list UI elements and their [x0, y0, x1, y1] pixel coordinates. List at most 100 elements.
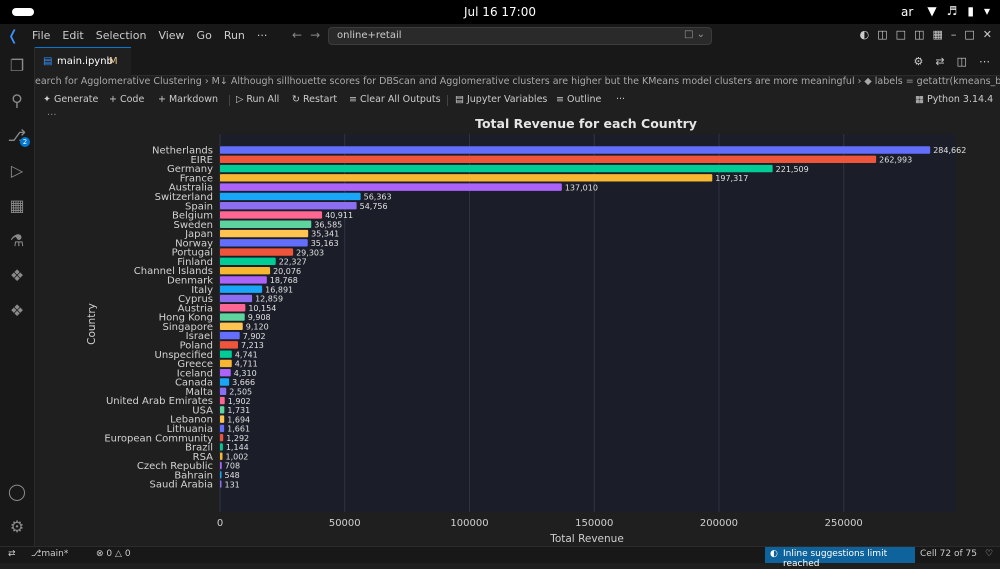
system-tray[interactable]: ▼ ♬ ▮ ▾ [927, 4, 990, 18]
run-debug-icon[interactable]: ▷ [10, 161, 24, 180]
search-icon[interactable]: ⚲ [11, 91, 23, 110]
toggle-secondary-sidebar-icon[interactable]: ◫ [914, 28, 925, 41]
cell-position[interactable]: Cell 72 of 75 [920, 549, 977, 559]
copilot-chat-icon[interactable]: □ ⌄ [683, 29, 705, 40]
bar[interactable] [220, 211, 323, 219]
generate-button[interactable]: ✦ Generate [43, 94, 98, 105]
breadcrumb[interactable]: earch for Agglomerative Clustering › M↓ … [35, 76, 1000, 87]
bar[interactable] [220, 322, 243, 331]
bar[interactable] [220, 276, 267, 284]
menu-run[interactable]: Run [223, 29, 245, 42]
bar[interactable] [220, 192, 361, 201]
keyboard-layout[interactable]: ar [901, 5, 914, 19]
branch-indicator[interactable]: ⎇main* [31, 549, 68, 559]
jupyter-variables-button[interactable]: ▤ Jupyter Variables [455, 94, 547, 105]
bar[interactable] [220, 313, 245, 321]
bar[interactable] [220, 433, 224, 442]
bar[interactable] [220, 239, 308, 247]
inline-suggestions-status[interactable]: ◐ Inline suggestions limit reached [765, 547, 915, 569]
clear-all-outputs-button[interactable]: ≡ Clear All Outputs [349, 94, 441, 105]
bar[interactable] [220, 461, 222, 470]
system-top-bar: Jul 16 17:00 ar ▼ ♬ ▮ ▾ [0, 0, 1000, 24]
customize-layout-icon[interactable]: ▦ [932, 28, 943, 41]
toolbar-more-button[interactable]: ··· [616, 94, 626, 105]
menu-edit[interactable]: Edit [62, 29, 84, 42]
extensions-icon[interactable]: ▦ [9, 196, 25, 215]
compare-icon[interactable]: ⇄ [935, 55, 945, 68]
manage-gear-icon[interactable]: ⚙ [9, 517, 25, 536]
close-window-icon[interactable]: ✕ [982, 28, 992, 41]
add-markdown-button[interactable]: + Markdown [158, 94, 218, 105]
notifications-bell-icon[interactable]: ♡ [985, 549, 994, 559]
category-label: Singapore [163, 322, 213, 333]
category-label: Austria [178, 303, 213, 314]
bar[interactable] [220, 369, 231, 377]
add-code-button[interactable]: + Code [109, 94, 144, 105]
python-envs-icon[interactable]: ❖ [9, 301, 25, 320]
bar[interactable] [220, 248, 294, 256]
bar[interactable] [220, 424, 225, 433]
status-bar: ⇄ ⎇main* ⊗ 0 △ 0 ◐ Inline suggestions li… [0, 546, 1000, 569]
forward-arrow-icon[interactable]: → [310, 28, 329, 42]
minimize-icon[interactable]: – [950, 28, 957, 41]
bar[interactable] [220, 415, 225, 423]
explorer-icon[interactable]: ❐ [9, 56, 25, 75]
more-actions-icon[interactable]: ⋯ [979, 55, 990, 68]
bar[interactable] [220, 378, 230, 386]
bar[interactable] [220, 359, 232, 368]
cell-output-more-button[interactable]: ··· [47, 110, 57, 121]
command-center-search[interactable]: online+retail □ ⌄ [328, 27, 712, 45]
testing-flask-icon[interactable]: ⚗ [9, 231, 25, 250]
system-clock[interactable]: Jul 16 17:00 [464, 5, 536, 19]
category-label: Canada [175, 378, 213, 389]
bar[interactable] [220, 452, 223, 460]
bar[interactable] [220, 183, 562, 191]
bar[interactable] [220, 396, 225, 405]
bar[interactable] [220, 285, 263, 293]
menu-file[interactable]: File [32, 29, 51, 42]
activities-pill[interactable] [12, 8, 34, 16]
tab-main-ipynb[interactable]: ▤ main.ipynb M [35, 47, 131, 76]
account-icon[interactable]: ◯ [8, 482, 26, 501]
bar[interactable] [220, 294, 253, 303]
bar[interactable] [220, 220, 312, 228]
outline-button[interactable]: ≡ Outline [556, 94, 601, 105]
bar[interactable] [220, 443, 223, 451]
toggle-panel-icon[interactable]: □ [895, 28, 907, 41]
bar[interactable] [220, 406, 225, 414]
split-editor-icon[interactable]: ◫ [956, 55, 967, 68]
bar[interactable] [220, 164, 773, 173]
restart-button[interactable]: ↻ Restart [292, 94, 337, 105]
maximize-icon[interactable]: □ [964, 28, 975, 41]
bar[interactable] [220, 471, 222, 479]
back-arrow-icon[interactable]: ← [292, 28, 311, 42]
bar[interactable] [220, 304, 246, 312]
layout-controls: ◐ ◫ □ ◫ ▦ – □ ✕ [860, 28, 992, 41]
bar[interactable] [220, 201, 357, 210]
bar[interactable] [220, 174, 713, 182]
bar[interactable] [220, 155, 877, 163]
run-all-button[interactable]: ▷ Run All [236, 94, 279, 105]
python-icon[interactable]: ❖ [9, 266, 25, 285]
bar[interactable] [220, 331, 240, 340]
bar[interactable] [220, 480, 222, 488]
bar[interactable] [220, 341, 238, 349]
notebook-settings-gear-icon[interactable]: ⚙ [913, 55, 924, 68]
bar[interactable] [220, 146, 931, 154]
bar[interactable] [220, 257, 276, 266]
bar[interactable] [220, 266, 271, 275]
bar[interactable] [220, 350, 232, 358]
bar[interactable] [220, 229, 309, 238]
copilot-icon[interactable]: ◐ [859, 28, 870, 41]
menu-view[interactable]: View [158, 29, 185, 42]
menu-selection[interactable]: Selection [95, 29, 147, 42]
menu-go[interactable]: Go [196, 29, 212, 42]
menu-more[interactable]: ··· [256, 29, 268, 42]
sparkle-icon: ✦ [43, 94, 51, 105]
kernel-picker[interactable]: ▦ Python 3.14.4 [915, 94, 993, 105]
problems-indicator[interactable]: ⊗ 0 △ 0 [96, 549, 131, 559]
toggle-sidebar-icon[interactable]: ◫ [877, 28, 888, 41]
bar[interactable] [220, 387, 227, 395]
remote-indicator-icon[interactable]: ⇄ [8, 549, 16, 559]
category-label: Japan [184, 229, 213, 240]
